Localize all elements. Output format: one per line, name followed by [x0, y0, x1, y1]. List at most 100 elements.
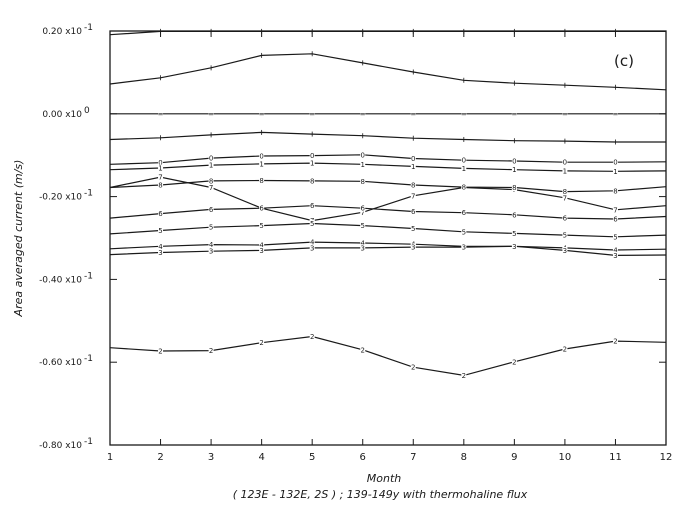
series-marker: 3	[563, 247, 567, 255]
series-marker: 6	[360, 205, 365, 213]
marker-background	[410, 243, 416, 251]
marker-background	[612, 246, 618, 254]
marker-background	[360, 222, 366, 230]
series-marker: 6	[613, 215, 618, 223]
y-axis-label: Area averaged current (m/s)	[12, 160, 25, 318]
x-tick-label: 8	[461, 452, 467, 463]
series-marker: 0	[613, 159, 617, 167]
series-marker: 4	[613, 247, 618, 255]
series-marker: 5	[158, 227, 162, 235]
series-line	[109, 131, 666, 143]
series-marker: =	[410, 110, 416, 118]
marker-background	[410, 162, 416, 170]
series-marker: 0	[360, 151, 364, 159]
y-tick-label: -0.20 x10	[39, 193, 82, 203]
marker-background	[208, 154, 214, 162]
marker-background	[612, 110, 618, 118]
marker-background	[511, 242, 517, 250]
marker-background	[562, 246, 568, 254]
marker-background	[612, 158, 618, 166]
series-marker: 8	[512, 184, 516, 192]
series-marker: 8	[613, 187, 617, 195]
marker-background	[511, 183, 517, 191]
marker-background	[208, 177, 214, 185]
marker-background	[208, 223, 214, 231]
x-tick-label: 9	[511, 452, 517, 463]
marker-background	[562, 214, 568, 222]
marker-background	[562, 158, 568, 166]
series-marker: 6	[158, 210, 163, 218]
marker-background	[511, 157, 517, 165]
marker-background	[309, 238, 315, 246]
series-marker: 2	[158, 348, 162, 356]
series-marker: 8	[259, 177, 263, 185]
marker-background	[461, 228, 467, 236]
series-marker: 2	[512, 358, 516, 366]
marker-background	[259, 339, 265, 347]
series-marker: 7	[158, 174, 162, 182]
series-marker: 6	[462, 209, 467, 217]
marker-background	[208, 110, 214, 118]
series-marker: 3	[259, 247, 263, 255]
series-marker: 2	[411, 364, 415, 372]
marker-background	[612, 233, 618, 241]
series-marker: 6	[259, 205, 264, 213]
series-marker: 1	[259, 160, 263, 168]
series-marker: 1	[158, 165, 162, 173]
x-tick-label: 11	[609, 452, 622, 463]
series-marker: 6	[563, 215, 568, 223]
marker-background	[360, 151, 366, 159]
marker-background	[208, 205, 214, 213]
marker-background	[360, 346, 366, 354]
marker-background	[511, 166, 517, 174]
marker-background	[360, 177, 366, 185]
series-marker: 2	[259, 339, 263, 347]
series-line	[109, 53, 667, 91]
y-tick-exponent: -1	[84, 271, 93, 281]
marker-background	[259, 222, 265, 230]
marker-background	[309, 152, 315, 160]
series-marker: 2	[563, 345, 567, 353]
y-tick-exponent: -1	[84, 354, 93, 364]
marker-background	[410, 110, 416, 118]
marker-background	[511, 358, 517, 366]
x-tick-label: 5	[309, 452, 315, 463]
series-marker: 4	[209, 241, 214, 249]
series-marker: 1	[462, 165, 466, 173]
marker-background	[360, 160, 366, 168]
marker-background	[309, 202, 315, 210]
series-marker: 4	[259, 242, 264, 250]
series-marker: 8	[563, 188, 567, 196]
series-marker: 0	[310, 152, 314, 160]
marker-background	[360, 239, 366, 247]
series-marker: 5	[209, 224, 213, 232]
series-marker: 5	[310, 220, 314, 228]
y-tick-exponent: -1	[84, 23, 93, 33]
series-marker: 3	[462, 244, 466, 252]
series-marker: 5	[512, 230, 516, 238]
marker-background	[309, 177, 315, 185]
series-marker: 1	[360, 161, 364, 169]
marker-background	[158, 248, 164, 256]
marker-background	[562, 167, 568, 175]
series-marker: 0	[259, 153, 263, 161]
series-marker: =	[613, 110, 619, 118]
y-tick-exponent: -1	[84, 189, 93, 199]
marker-background	[360, 244, 366, 252]
marker-background	[309, 244, 315, 252]
series-marker: =	[511, 110, 517, 118]
marker-background	[309, 110, 315, 118]
series-marker: 3	[411, 244, 415, 252]
series-marker: 5	[563, 232, 567, 240]
marker-background	[461, 110, 467, 118]
series-marker: 6	[209, 206, 214, 214]
marker-background	[612, 167, 618, 175]
series-marker: 4	[310, 239, 315, 247]
marker-background	[208, 347, 214, 355]
marker-background	[208, 247, 214, 255]
marker-background	[259, 246, 265, 254]
series-marker: 3	[310, 244, 314, 252]
marker-background	[612, 187, 618, 195]
series-marker: 7	[209, 184, 213, 192]
series-marker: 5	[411, 225, 415, 233]
